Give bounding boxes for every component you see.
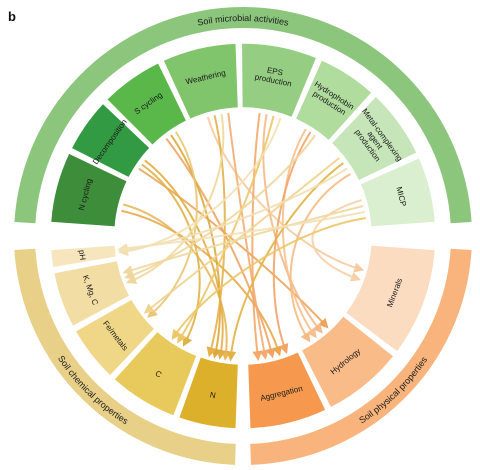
segment-block <box>300 314 396 409</box>
link-curve <box>206 116 365 273</box>
link-curve <box>281 128 317 339</box>
segment-block <box>161 42 240 121</box>
segment-label: pH <box>77 249 87 260</box>
link-curve <box>126 113 225 284</box>
segment-block <box>330 94 419 182</box>
segment-block <box>358 156 437 228</box>
link-curve <box>311 199 362 282</box>
group-arc <box>14 248 236 465</box>
segment-block <box>240 42 318 119</box>
link-curve <box>227 112 269 360</box>
links <box>117 112 366 362</box>
link-curve <box>143 157 340 314</box>
segment-block <box>294 58 374 142</box>
segment-block <box>49 244 118 269</box>
link-curve <box>289 173 351 343</box>
link-curve <box>170 134 222 359</box>
segment-block <box>70 102 152 179</box>
link-curve <box>117 211 365 254</box>
group-arc <box>14 7 472 224</box>
segment-block <box>246 350 328 430</box>
link-curve <box>122 205 364 275</box>
link-curve <box>144 159 227 360</box>
segment-block <box>52 259 131 328</box>
link-curve <box>177 115 275 344</box>
link-curve <box>171 217 366 340</box>
segment-block <box>112 330 199 418</box>
segment-block <box>105 61 188 147</box>
segment-block <box>73 298 156 378</box>
link-curve <box>147 131 198 318</box>
link-curve <box>122 203 232 361</box>
link-curve <box>141 163 201 347</box>
link-curve <box>124 134 316 280</box>
panel-label: b <box>8 9 16 24</box>
segment-block <box>49 151 129 228</box>
segment-label: N <box>209 390 217 400</box>
segment-block <box>344 244 437 354</box>
group-label: Soil microbial activities <box>196 13 290 28</box>
link-curve <box>226 162 344 362</box>
group-arc <box>250 248 472 465</box>
link-curve <box>138 167 329 329</box>
segment-block <box>177 355 240 430</box>
segment-label: C <box>153 369 163 380</box>
